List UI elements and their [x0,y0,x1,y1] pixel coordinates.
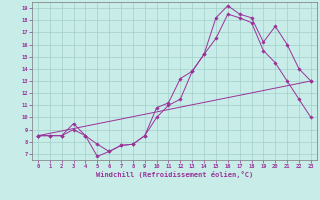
X-axis label: Windchill (Refroidissement éolien,°C): Windchill (Refroidissement éolien,°C) [96,171,253,178]
